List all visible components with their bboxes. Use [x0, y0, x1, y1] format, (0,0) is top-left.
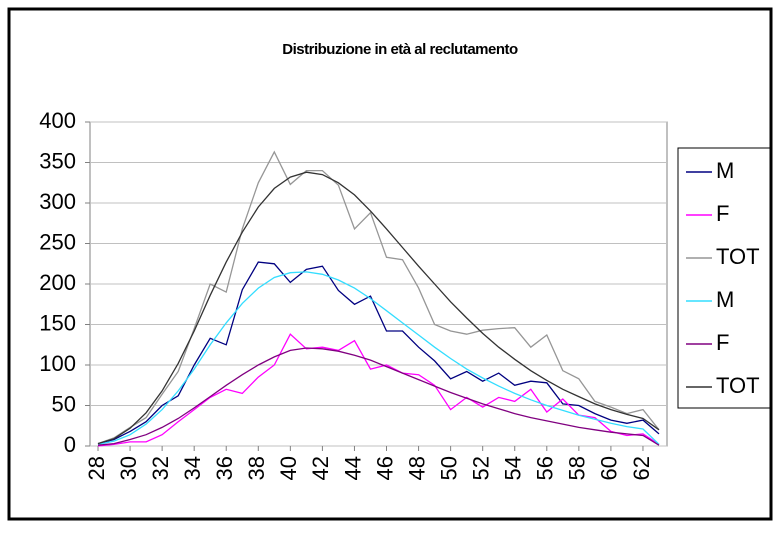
x-tick-label: 42 [308, 456, 333, 480]
y-tick-label: 50 [52, 391, 76, 416]
x-tick-label: 30 [116, 456, 141, 480]
legend-label: F [716, 330, 729, 355]
y-tick-label: 0 [64, 432, 76, 457]
series-line [97, 171, 660, 445]
x-tick-label: 58 [565, 456, 590, 480]
legend-label: TOT [716, 244, 760, 269]
x-tick-label: 38 [244, 456, 269, 480]
x-tick-label: 44 [340, 456, 365, 480]
y-tick-label: 350 [39, 148, 76, 173]
x-tick-label: 32 [148, 456, 173, 480]
x-tick-label: 56 [533, 456, 558, 480]
x-tick-label: 40 [276, 456, 301, 480]
series-line [97, 271, 660, 446]
x-tick-label: 52 [468, 456, 493, 480]
x-tick-label: 62 [629, 456, 654, 480]
legend-label: M [716, 158, 734, 183]
x-tick-label: 36 [212, 456, 237, 480]
x-tick-label: 34 [180, 456, 205, 480]
x-tick-label: 28 [84, 456, 109, 480]
y-tick-label: 400 [39, 108, 76, 133]
legend-label: TOT [716, 373, 760, 398]
legend-label: F [716, 201, 729, 226]
series-line [97, 347, 660, 446]
x-tick-label: 50 [436, 456, 461, 480]
y-tick-label: 100 [39, 351, 76, 376]
legend-label: M [716, 287, 734, 312]
y-tick-label: 200 [39, 270, 76, 295]
series-line [97, 261, 660, 445]
x-tick-label: 60 [597, 456, 622, 480]
chart-title: Distribuzione in età al reclutamento [282, 41, 518, 58]
x-tick-label: 54 [501, 456, 526, 480]
x-tick-label: 48 [404, 456, 429, 480]
x-tick-label: 46 [372, 456, 397, 480]
y-tick-label: 150 [39, 310, 76, 335]
y-tick-label: 250 [39, 229, 76, 254]
y-tick-label: 300 [39, 189, 76, 214]
legend [677, 147, 771, 409]
series-line [97, 333, 660, 447]
